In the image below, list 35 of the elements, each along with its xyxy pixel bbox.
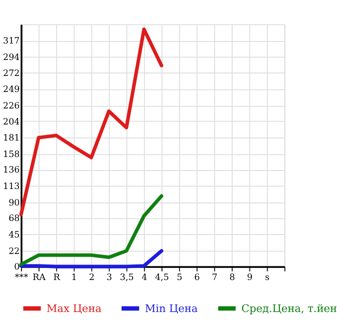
- x-tick-label: 4,5: [154, 273, 169, 284]
- legend-label: Сред.Цена, т.йен: [241, 302, 337, 315]
- x-tick-label: 4: [142, 273, 148, 284]
- x-tick-label: 9: [246, 273, 253, 284]
- y-tick-label: 22: [8, 246, 20, 257]
- x-tick-label: 2: [88, 273, 95, 284]
- x-tick-label: s: [265, 273, 270, 284]
- line-series: [19, 28, 164, 216]
- y-tick-label: 272: [3, 68, 20, 79]
- y-tick-label: 0: [14, 262, 20, 273]
- y-tick-label: 113: [3, 182, 20, 192]
- x-tick-label: R: [53, 273, 60, 284]
- y-tick-label: 294: [3, 53, 20, 64]
- y-tick-label: 226: [3, 102, 20, 112]
- x-tick-label: 8: [229, 273, 235, 284]
- x-tick-label: 1: [71, 273, 77, 284]
- y-tick-label: 317: [3, 36, 20, 47]
- x-tick-label: 6: [194, 273, 200, 284]
- x-tick-label: 5: [176, 273, 182, 284]
- y-tick-label: 90: [8, 198, 20, 208]
- x-tick-label: RA: [32, 273, 46, 284]
- x-tick-label: ***: [14, 273, 29, 284]
- line-series: [19, 194, 164, 266]
- x-tick-label: 3: [106, 273, 112, 284]
- y-tick-label: 136: [3, 166, 20, 176]
- y-tick-label: 45: [8, 230, 20, 241]
- y-tick-label: 68: [8, 214, 20, 224]
- y-tick-label: 158: [3, 150, 20, 160]
- x-tick-label: 7: [212, 273, 218, 284]
- legend-label: Min Цена: [144, 302, 198, 315]
- legend-label: Max Цена: [46, 302, 102, 315]
- x-tick-label: 3,5: [120, 273, 134, 284]
- y-tick-label: 181: [3, 134, 20, 144]
- y-tick-label: 204: [3, 117, 20, 128]
- y-tick-label: 249: [3, 85, 20, 96]
